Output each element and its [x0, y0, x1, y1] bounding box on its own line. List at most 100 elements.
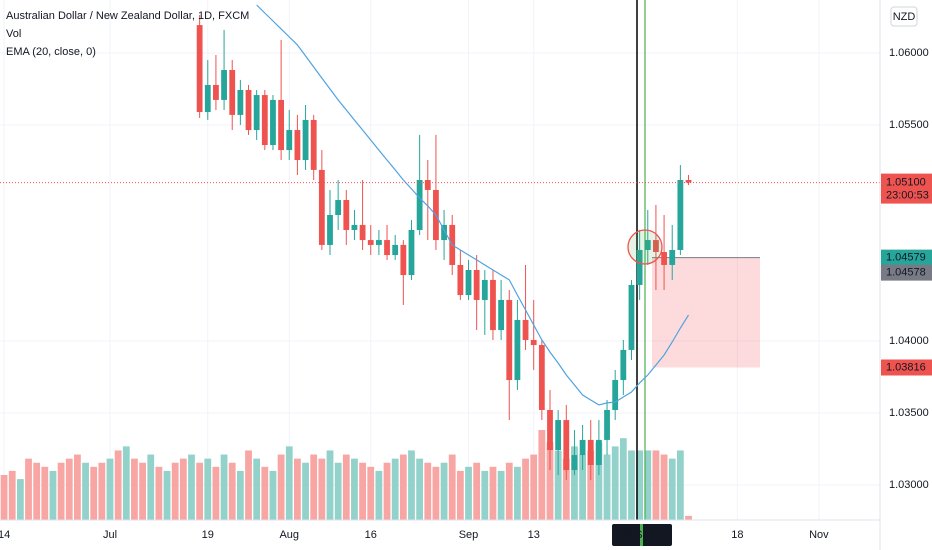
x-tick-label: 18 — [731, 529, 743, 541]
volume-bar — [33, 462, 41, 520]
volume-bar — [25, 458, 32, 520]
candle-body — [245, 90, 252, 131]
candle-body — [286, 130, 293, 151]
volume-bar — [285, 446, 293, 520]
candle-body — [400, 244, 407, 276]
candle-body — [612, 380, 619, 410]
price-label: 1.04579 — [886, 252, 926, 264]
volume-bar — [473, 462, 481, 520]
volume-bar — [579, 454, 586, 520]
candle-body — [318, 169, 325, 245]
volume-bar — [375, 470, 383, 520]
candle-body — [384, 240, 390, 256]
candle-layer — [196, 0, 692, 520]
volume-bar — [261, 466, 269, 520]
price-label-box — [881, 359, 932, 376]
volume-bar — [253, 458, 261, 520]
candle-body — [335, 200, 342, 215]
legend-ema: EMA (20, close, 0) — [6, 46, 96, 58]
candle-body — [620, 349, 627, 381]
price-label: 1.04578 — [886, 267, 926, 279]
volume-bar — [122, 446, 130, 520]
volume-bar — [16, 479, 24, 520]
volume-bar — [171, 462, 179, 520]
volume-bar — [399, 454, 407, 520]
candle-body — [530, 339, 537, 346]
volume-bar — [505, 462, 513, 520]
volume-bar — [676, 450, 684, 520]
volume-bar — [49, 470, 57, 520]
volume-bar — [562, 458, 570, 520]
volume-bar — [74, 454, 81, 520]
volume-bar — [294, 458, 301, 520]
volume-bar — [522, 458, 529, 520]
candle-body — [636, 249, 643, 285]
legend-volume: Vol — [6, 28, 21, 40]
candle-body — [538, 345, 545, 410]
candle-body — [563, 420, 570, 471]
candle-body — [221, 69, 227, 100]
volume-bar — [98, 462, 106, 520]
volume-bar — [619, 438, 627, 520]
candle-body — [465, 270, 472, 296]
volume-bar — [367, 466, 375, 520]
candle-body — [424, 180, 431, 190]
x-tick-label: Jul — [103, 529, 117, 541]
volume-bar — [82, 462, 89, 520]
volume-bar — [546, 442, 554, 520]
position-tool — [652, 257, 760, 368]
candle-body — [327, 214, 333, 245]
chart-title: Australian Dollar / New Zealand Dollar, … — [6, 10, 249, 22]
volume-bar — [644, 450, 652, 520]
volume-bar — [587, 450, 595, 520]
candle-body — [685, 180, 692, 183]
volume-bar — [391, 458, 399, 520]
volume-bar — [351, 458, 358, 520]
volume-bar — [497, 470, 505, 520]
volume-bar — [334, 462, 342, 520]
candle-body — [416, 180, 423, 230]
candle-body — [229, 69, 236, 115]
volume-bar — [236, 470, 244, 520]
volume-bar — [416, 458, 424, 520]
candle-body — [677, 180, 684, 250]
candle-body — [547, 409, 553, 451]
candle-body — [587, 439, 594, 465]
candle-body — [310, 119, 317, 170]
volume-layer — [0, 430, 692, 520]
candle-body — [506, 299, 513, 381]
volume-bar — [448, 454, 456, 520]
volume-bar — [514, 466, 521, 520]
volume-bar — [432, 466, 440, 520]
candle-body — [441, 224, 447, 241]
volume-bar — [636, 450, 644, 520]
volume-bar — [571, 446, 578, 520]
x-tick-label: 16 — [365, 529, 377, 541]
candle-body — [481, 279, 488, 300]
volume-bar — [310, 454, 318, 520]
x-tick-label: Sep — [459, 529, 479, 541]
volume-bar — [302, 462, 309, 520]
price-label-box — [881, 249, 932, 266]
candle-body — [661, 252, 667, 265]
candle-body — [490, 279, 496, 331]
y-tick-label: 1.04000 — [889, 335, 929, 347]
volume-bar — [188, 454, 195, 520]
volume-bar — [538, 430, 546, 520]
stop-zone — [652, 257, 760, 368]
volume-bar — [652, 450, 660, 520]
volume-bar — [456, 470, 464, 520]
candle-body — [196, 25, 203, 113]
candle-body — [669, 249, 676, 265]
candle-body — [204, 84, 211, 113]
crosshair-date: 30 Sep '21 — [620, 529, 672, 541]
price-label-box — [881, 264, 932, 281]
countdown-label: 23:00:53 — [886, 190, 929, 202]
volume-bar — [114, 450, 122, 520]
candle-body — [359, 224, 366, 241]
currency-box[interactable] — [890, 6, 918, 27]
x-tick-label: 19 — [202, 529, 214, 541]
ema-line — [256, 4, 690, 406]
volume-bar — [668, 458, 676, 520]
